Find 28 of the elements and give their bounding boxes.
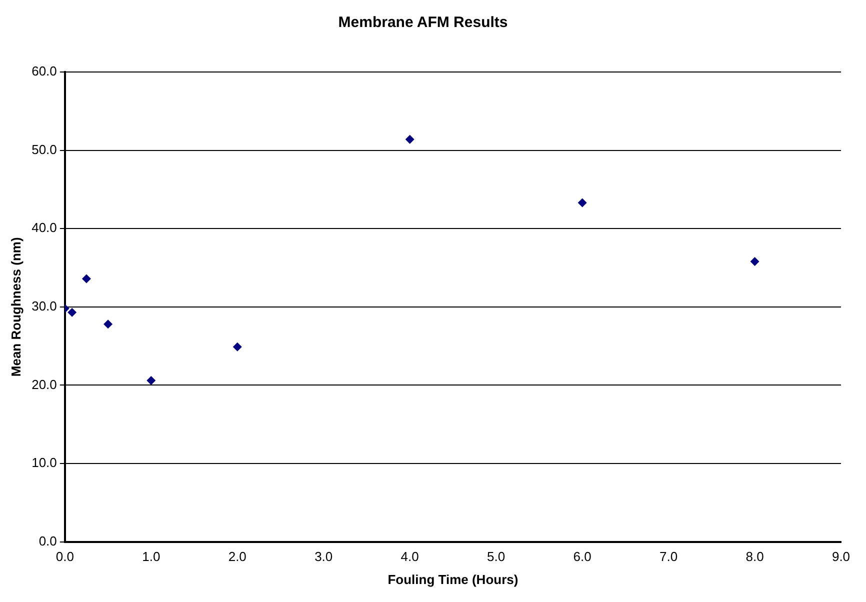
x-axis-title: Fouling Time (Hours) <box>388 572 518 587</box>
x-tick-label: 8.0 <box>746 549 764 564</box>
chart-title: Membrane AFM Results <box>338 14 508 32</box>
x-tick-label: 2.0 <box>228 549 246 564</box>
y-tick-label: 30.0 <box>32 298 57 314</box>
y-axis-title: Mean Roughness (nm) <box>8 237 24 377</box>
x-tick-label: 4.0 <box>400 549 419 564</box>
point <box>68 308 77 317</box>
point <box>104 320 113 329</box>
y-tick-label: 40.0 <box>32 220 57 236</box>
point <box>405 134 414 144</box>
point <box>232 342 242 352</box>
y-tick-label: 60.0 <box>32 64 57 79</box>
y-tick-label: 50.0 <box>32 142 57 157</box>
y-tick-label: 20.0 <box>32 376 57 392</box>
x-tick-label: 9.0 <box>832 549 850 564</box>
x-tick-label: 6.0 <box>573 549 592 564</box>
x-tick-label: 1.0 <box>142 549 160 564</box>
x-tick-label: 5.0 <box>487 549 506 564</box>
point <box>578 198 587 208</box>
y-tick-label: 10.0 <box>32 455 57 470</box>
point <box>750 256 760 266</box>
point <box>82 274 91 284</box>
x-tick-label: 7.0 <box>659 549 678 564</box>
x-tick-label: 0.0 <box>56 549 74 564</box>
y-tick-label: 0.0 <box>38 533 57 548</box>
point <box>146 376 156 385</box>
x-tick-label: 3.0 <box>314 549 333 564</box>
